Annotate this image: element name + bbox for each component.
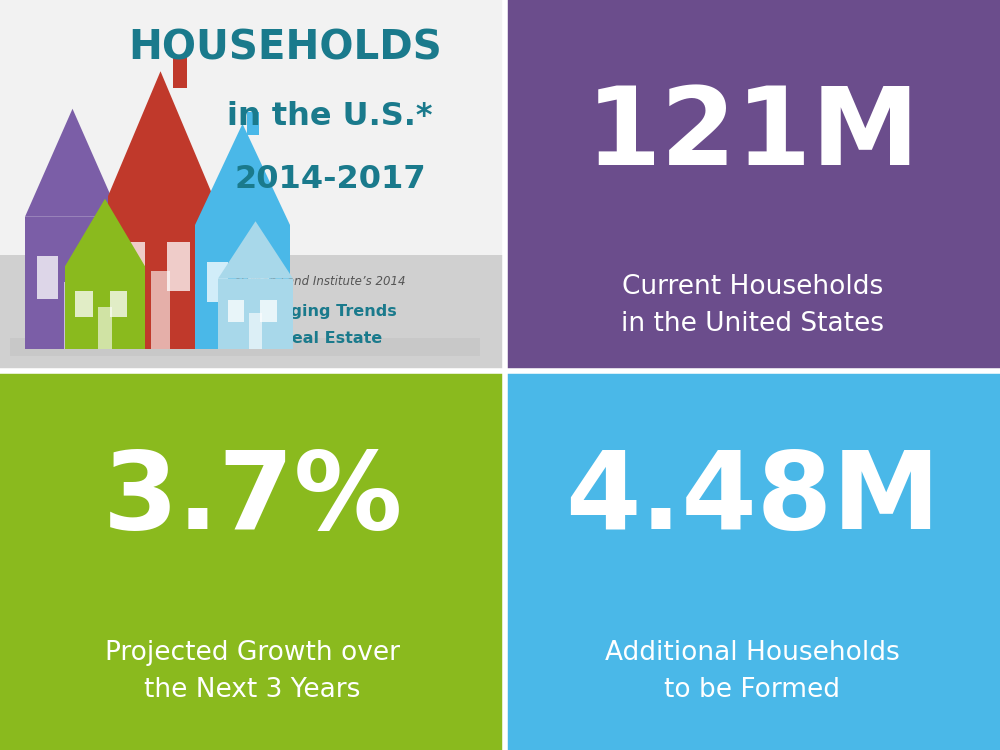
Bar	[0, 255, 505, 371]
Bar	[108, 196, 213, 349]
Text: HOUSEHOLDS: HOUSEHOLDS	[128, 28, 442, 69]
Bar	[505, 371, 1000, 750]
Polygon shape	[108, 71, 213, 196]
Text: *Urban Land Institute’s 2014: *Urban Land Institute’s 2014	[235, 274, 405, 288]
Bar	[65, 266, 145, 349]
Polygon shape	[195, 124, 290, 225]
Bar	[110, 291, 127, 317]
Bar	[248, 262, 269, 302]
Text: 121M: 121M	[585, 82, 920, 188]
Text: the Next 3 Years: the Next 3 Years	[144, 677, 361, 703]
Text: in Real Estate: in Real Estate	[257, 332, 383, 346]
Bar	[75, 291, 93, 317]
Text: Current Households: Current Households	[622, 274, 883, 300]
Bar	[207, 262, 228, 302]
Text: in the U.S.*: in the U.S.*	[227, 100, 433, 132]
Bar	[195, 225, 290, 349]
Text: Additional Households: Additional Households	[605, 640, 900, 665]
Bar	[173, 55, 187, 88]
Bar	[64, 281, 81, 349]
Text: Projected Growth over: Projected Growth over	[105, 640, 400, 665]
Text: in the United States: in the United States	[621, 311, 884, 337]
Text: to be Formed: to be Formed	[664, 677, 840, 703]
Polygon shape	[65, 199, 145, 266]
Bar	[151, 271, 170, 349]
Bar	[25, 217, 120, 349]
Bar	[228, 300, 244, 322]
Bar	[0, 0, 505, 371]
Bar	[218, 279, 293, 349]
Bar	[505, 0, 1000, 371]
Text: 2014-2017: 2014-2017	[234, 164, 426, 196]
Bar	[78, 256, 99, 298]
Bar	[249, 313, 262, 349]
Bar	[122, 242, 145, 291]
Bar	[234, 286, 251, 349]
Bar	[167, 242, 190, 291]
Text: 3.7%: 3.7%	[102, 446, 403, 552]
Bar	[37, 256, 58, 298]
Bar	[98, 307, 112, 349]
Bar	[260, 300, 276, 322]
Text: Emerging Trends: Emerging Trends	[244, 304, 396, 319]
Polygon shape	[218, 221, 293, 278]
Polygon shape	[25, 109, 120, 217]
Bar	[0, 371, 505, 750]
Bar	[247, 112, 259, 135]
Text: 4.48M: 4.48M	[565, 446, 940, 552]
Bar	[10, 338, 480, 356]
